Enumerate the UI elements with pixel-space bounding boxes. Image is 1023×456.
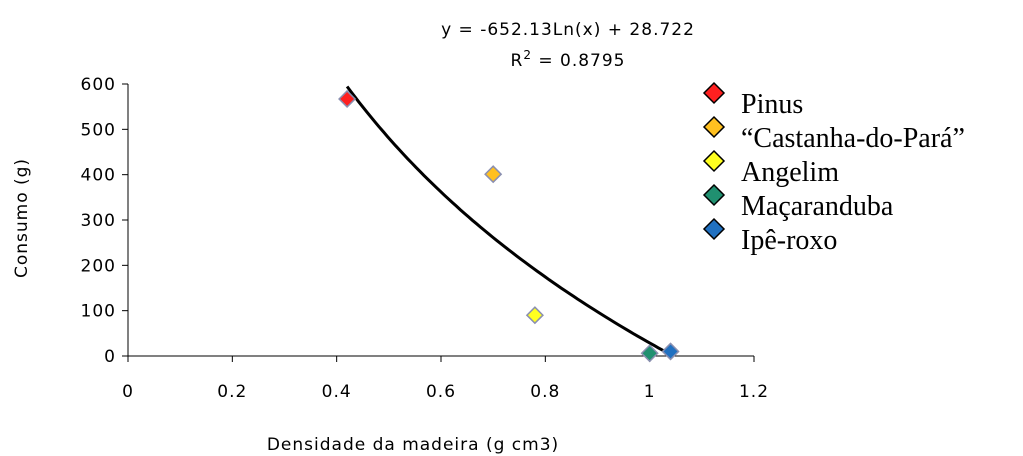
- trendline-equation: y = -652.13Ln(x) + 28.722: [441, 20, 695, 40]
- y-tick-label: 300: [81, 211, 116, 231]
- x-axis-label: Densidade da madeira (g cm3): [267, 435, 559, 455]
- x-tick-label: 0.6: [426, 382, 456, 402]
- legend-label: Angelim: [741, 157, 839, 188]
- data-point: [525, 306, 544, 325]
- x-tick-label: 1: [644, 382, 656, 402]
- legend-label: Ipê-roxo: [741, 225, 837, 256]
- r-squared-symbol: R: [511, 51, 524, 71]
- y-axis-label: Consumo (g): [12, 158, 32, 278]
- x-tick-label: 0.4: [322, 382, 352, 402]
- legend-marker: [702, 115, 726, 139]
- y-tick-label: 400: [81, 166, 116, 186]
- legend-marker: [702, 217, 726, 241]
- y-tick-label: 100: [81, 302, 116, 322]
- x-tick-label: 0: [122, 382, 134, 402]
- r-squared-exponent: 2: [523, 48, 532, 62]
- x-tick-label: 1.2: [739, 382, 769, 402]
- data-points: [338, 89, 680, 363]
- legend-label: “Castanha-do-Pará”: [741, 123, 965, 154]
- data-point: [661, 342, 680, 361]
- trendline-group: [345, 85, 672, 356]
- data-point: [338, 89, 357, 109]
- r-squared-value: = 0.8795: [532, 51, 626, 71]
- data-point: [484, 165, 503, 184]
- legend: Pinus“Castanha-do-Pará”AngelimMaçarandub…: [702, 81, 965, 256]
- legend-marker: [702, 183, 726, 207]
- x-tick-label: 0.2: [217, 382, 247, 402]
- legend-marker: [702, 149, 726, 173]
- r-squared-label: R2 = 0.8795: [511, 48, 626, 71]
- axes: 0 100 200 300 400 500 600 0 0.2 0.4 0.6 0.8 1 1.2: [81, 75, 769, 402]
- data-point: [640, 344, 659, 363]
- y-tick-label: 200: [81, 256, 116, 276]
- legend-label: Maçaranduba: [741, 191, 894, 222]
- x-tick-label: 0.8: [530, 382, 560, 402]
- y-tick-label: 600: [81, 75, 116, 95]
- trendline: [345, 85, 672, 356]
- legend-marker: [702, 81, 726, 105]
- y-tick-label: 0: [104, 347, 116, 367]
- y-tick-label: 500: [81, 120, 116, 140]
- legend-label: Pinus: [741, 89, 803, 120]
